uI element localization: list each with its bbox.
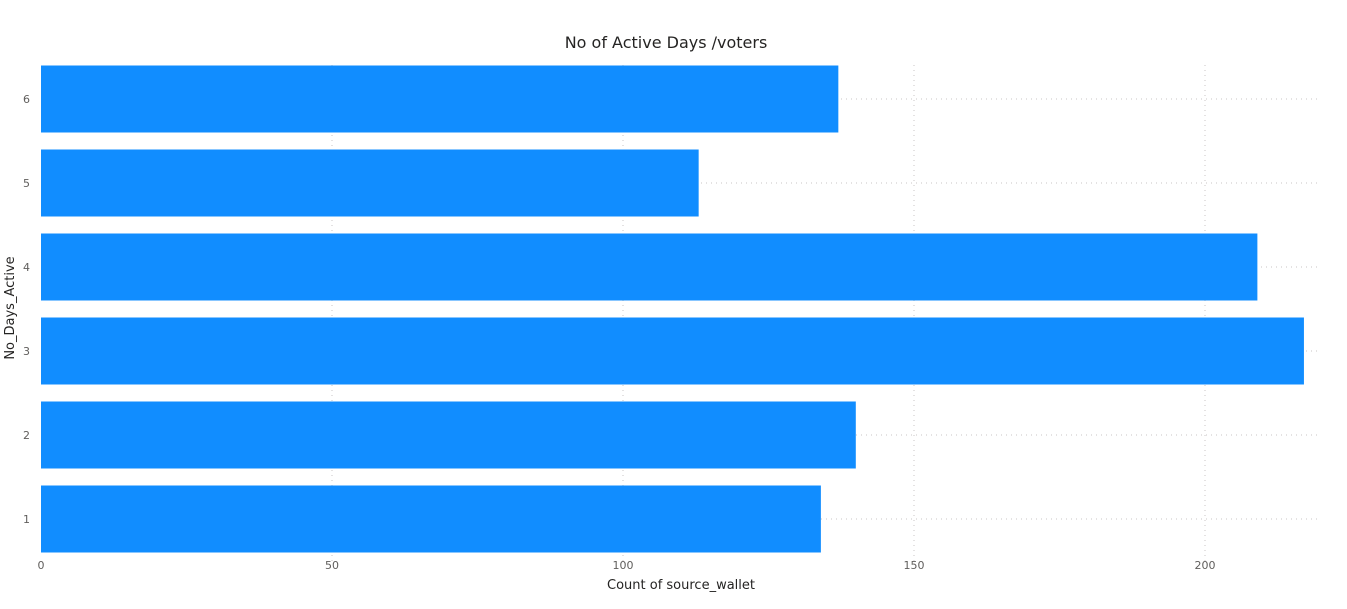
x-tick-label: 150 bbox=[904, 559, 925, 572]
x-axis-title: Count of source_wallet bbox=[607, 578, 755, 593]
bar-6[interactable] bbox=[41, 65, 839, 133]
bar-1[interactable] bbox=[41, 485, 821, 553]
y-axis-title: No_Days_Active bbox=[3, 256, 18, 359]
x-tick-labels: 0 50 100 150 200 bbox=[38, 559, 1216, 572]
bar-5[interactable] bbox=[41, 149, 699, 217]
chart-title: No of Active Days /voters bbox=[565, 33, 768, 52]
y-tick-label: 6 bbox=[23, 93, 30, 106]
y-tick-label: 2 bbox=[23, 429, 30, 442]
y-tick-label: 4 bbox=[23, 261, 30, 274]
bar-3[interactable] bbox=[41, 317, 1304, 385]
y-tick-label: 5 bbox=[23, 177, 30, 190]
x-tick-label: 0 bbox=[38, 559, 45, 572]
bars bbox=[41, 65, 1304, 553]
x-tick-label: 200 bbox=[1195, 559, 1216, 572]
x-tick-label: 100 bbox=[613, 559, 634, 572]
x-tick-label: 50 bbox=[325, 559, 339, 572]
y-tick-labels: 1 2 3 4 5 6 bbox=[23, 93, 30, 526]
y-tick-label: 1 bbox=[23, 513, 30, 526]
y-tick-label: 3 bbox=[23, 345, 30, 358]
bar-4[interactable] bbox=[41, 233, 1258, 301]
bar-2[interactable] bbox=[41, 401, 856, 469]
